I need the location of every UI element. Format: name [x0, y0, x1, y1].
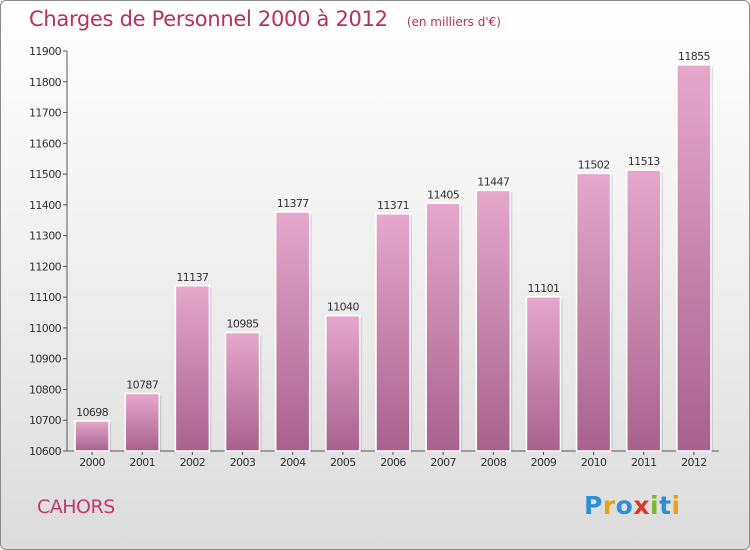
y-tick-label: 11800	[29, 76, 62, 89]
bar	[325, 314, 361, 452]
logo-letter: r	[602, 491, 616, 520]
bar	[475, 189, 512, 452]
x-tick-label: 2010	[581, 456, 607, 469]
bar	[575, 172, 612, 452]
x-tick-label: 2004	[280, 456, 306, 469]
bar	[525, 296, 562, 452]
x-tick-label: 2009	[531, 456, 557, 469]
x-tick-label: 2011	[631, 456, 657, 469]
x-tick-label: 2006	[380, 456, 406, 469]
y-tick-label: 11600	[29, 137, 62, 150]
y-tick-label: 11700	[29, 107, 62, 120]
x-tick-label: 2005	[330, 456, 356, 469]
y-tick-label: 11900	[29, 45, 62, 58]
bar-value-label: 11040	[327, 301, 360, 314]
logo-letter: i	[650, 491, 660, 520]
y-tick-label: 10800	[29, 383, 62, 396]
bar-value-label: 10787	[126, 378, 159, 391]
labels: 10698 10787 11137 10985 11377 11040 11371 11405…	[76, 50, 711, 419]
bar	[626, 169, 662, 452]
logo-letter: t	[659, 491, 672, 520]
bar	[74, 420, 110, 452]
x-tick-label: 2000	[79, 456, 105, 469]
bar	[274, 211, 311, 452]
bar	[375, 213, 411, 452]
y-tick-label: 11300	[29, 230, 62, 243]
bar-value-label: 11101	[527, 282, 559, 295]
location-label: CAHORS	[37, 496, 115, 518]
x-tick-label: 2001	[129, 456, 155, 469]
bar	[174, 285, 211, 452]
x-tick-label: 2002	[180, 456, 206, 469]
bar	[425, 202, 461, 452]
bar-value-label: 11371	[377, 199, 409, 212]
bar-value-label: 11137	[176, 271, 209, 284]
bar-value-label: 11405	[427, 188, 460, 201]
y-tick-label: 11200	[29, 260, 62, 273]
logo-letter: x	[633, 491, 650, 520]
logo-letter: o	[615, 491, 634, 520]
chart-title-block: Charges de Personnel 2000 à 2012 (en mil…	[29, 7, 501, 31]
y-tick-label: 10700	[29, 414, 62, 427]
logo-letter: i	[671, 491, 681, 520]
bar-value-label: 11447	[477, 175, 510, 188]
bar-value-label: 11502	[578, 158, 610, 171]
x-tick-label: 2007	[430, 456, 456, 469]
y-tick-label: 11400	[29, 199, 62, 212]
bar	[224, 331, 261, 452]
bars	[74, 64, 713, 452]
y-tick-label: 10600	[29, 445, 62, 458]
unit-note: (en milliers d'€)	[406, 15, 501, 29]
x-tick-label: 2012	[681, 456, 707, 469]
logo-letter: P	[584, 491, 603, 520]
bar-value-label: 11855	[678, 50, 711, 63]
x-tick-label: 2008	[481, 456, 507, 469]
bar-value-label: 10698	[76, 406, 109, 419]
y-tick-label: 11000	[29, 322, 62, 335]
x-tick-label: 2003	[230, 456, 256, 469]
proxiti-logo: Proxiti	[584, 491, 681, 520]
y-tick-label: 10900	[29, 353, 62, 366]
y-tick-label: 11100	[29, 291, 62, 304]
bar	[124, 392, 160, 452]
chart-title: Charges de Personnel 2000 à 2012	[29, 7, 388, 31]
bar	[676, 64, 712, 452]
bar-value-label: 11513	[628, 155, 661, 168]
bar-value-label: 11377	[277, 197, 310, 210]
bar-value-label: 10985	[227, 318, 260, 331]
y-tick-label: 11500	[29, 168, 62, 181]
axes: 10600 10700 10800 10900 11000 11100 11200 11300…	[29, 45, 719, 469]
